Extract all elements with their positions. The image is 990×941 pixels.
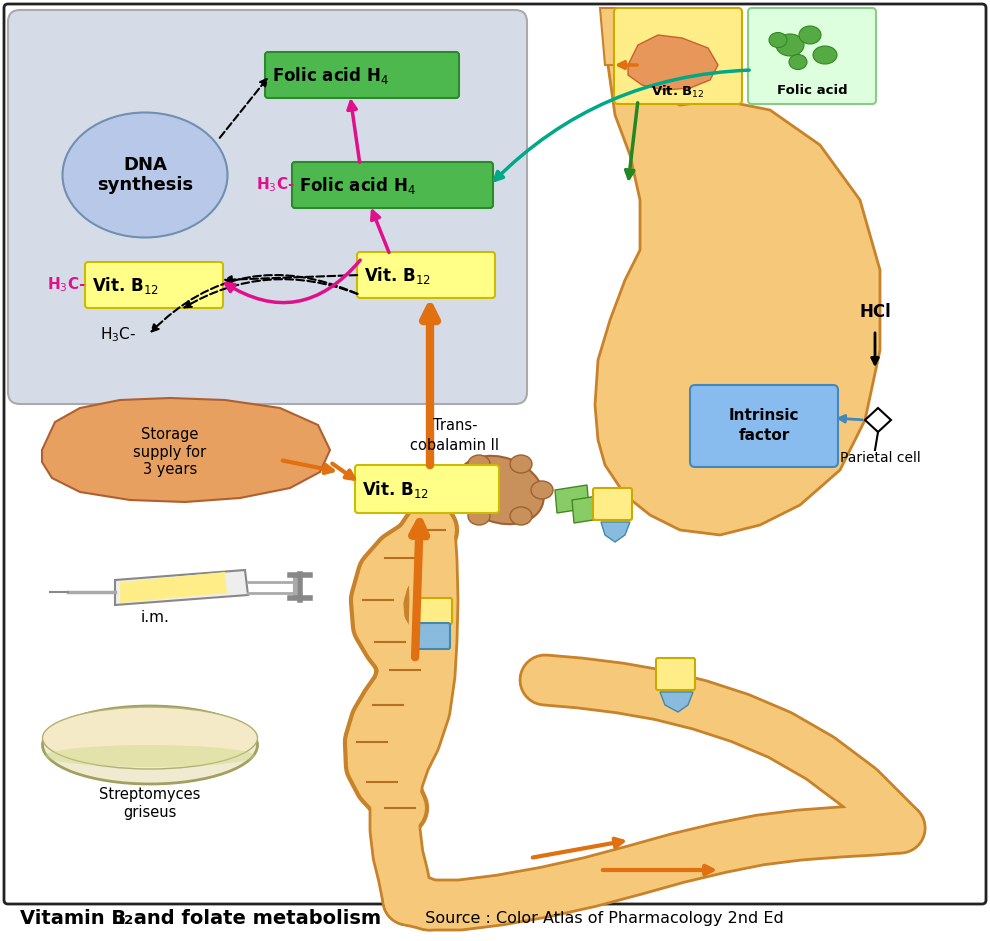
FancyBboxPatch shape <box>416 623 450 649</box>
Text: synthesis: synthesis <box>97 176 193 194</box>
FancyBboxPatch shape <box>355 465 499 513</box>
Polygon shape <box>555 485 589 513</box>
FancyBboxPatch shape <box>357 252 495 298</box>
FancyBboxPatch shape <box>292 162 493 208</box>
Ellipse shape <box>43 707 257 769</box>
Polygon shape <box>595 32 880 535</box>
FancyBboxPatch shape <box>593 488 632 520</box>
Text: DNA: DNA <box>123 156 167 174</box>
Text: Folic acid H$_4$: Folic acid H$_4$ <box>299 174 416 196</box>
Polygon shape <box>42 398 330 502</box>
Text: cobalamin II: cobalamin II <box>411 438 500 453</box>
FancyBboxPatch shape <box>748 8 876 104</box>
Ellipse shape <box>510 507 532 525</box>
Ellipse shape <box>45 745 255 767</box>
FancyBboxPatch shape <box>85 262 223 308</box>
Polygon shape <box>660 692 693 712</box>
Text: Parietal cell: Parietal cell <box>840 451 921 465</box>
Polygon shape <box>628 35 718 90</box>
Text: Intrinsic: Intrinsic <box>729 407 799 423</box>
FancyBboxPatch shape <box>690 385 838 467</box>
Polygon shape <box>572 495 606 523</box>
Text: Vit. B$_{12}$: Vit. B$_{12}$ <box>651 84 705 100</box>
FancyBboxPatch shape <box>418 598 452 624</box>
Ellipse shape <box>799 26 821 44</box>
Polygon shape <box>600 8 625 65</box>
Text: Vit. B$_{12}$: Vit. B$_{12}$ <box>92 275 159 295</box>
Text: Source : Color Atlas of Pharmacology 2nd Ed: Source : Color Atlas of Pharmacology 2nd… <box>415 911 784 926</box>
FancyBboxPatch shape <box>614 8 742 104</box>
Ellipse shape <box>447 481 469 499</box>
FancyBboxPatch shape <box>4 4 986 904</box>
Ellipse shape <box>531 481 553 499</box>
Text: Streptomyces: Streptomyces <box>99 788 201 803</box>
Ellipse shape <box>789 55 807 70</box>
Text: H$_3$C-: H$_3$C- <box>256 176 295 195</box>
Polygon shape <box>865 408 891 432</box>
Text: HCl: HCl <box>859 303 891 321</box>
Ellipse shape <box>62 113 228 237</box>
Ellipse shape <box>43 706 257 784</box>
Text: H$_3$C-: H$_3$C- <box>47 276 86 295</box>
FancyBboxPatch shape <box>265 52 459 98</box>
Text: Folic acid H$_4$: Folic acid H$_4$ <box>272 65 389 86</box>
Text: factor: factor <box>739 427 790 442</box>
Ellipse shape <box>813 46 837 64</box>
Text: Vit. B$_{12}$: Vit. B$_{12}$ <box>362 479 429 500</box>
Ellipse shape <box>468 507 490 525</box>
Polygon shape <box>601 522 630 542</box>
Text: griseus: griseus <box>124 805 176 821</box>
Ellipse shape <box>468 455 490 473</box>
Text: Storage
supply for
3 years: Storage supply for 3 years <box>134 427 207 477</box>
Text: H$_3$C-: H$_3$C- <box>100 326 137 344</box>
Text: Folic acid: Folic acid <box>777 84 847 97</box>
Polygon shape <box>120 572 227 603</box>
FancyBboxPatch shape <box>656 658 695 690</box>
FancyBboxPatch shape <box>8 10 527 404</box>
Ellipse shape <box>510 455 532 473</box>
Text: Trans-: Trans- <box>433 418 477 433</box>
Text: i.m.: i.m. <box>141 611 169 626</box>
Text: 12: 12 <box>116 915 135 928</box>
Ellipse shape <box>776 34 804 56</box>
Text: Vitamin B: Vitamin B <box>20 908 126 928</box>
Polygon shape <box>115 570 248 605</box>
Ellipse shape <box>769 33 787 47</box>
Ellipse shape <box>456 455 544 524</box>
Text: Vit. B$_{12}$: Vit. B$_{12}$ <box>364 264 431 285</box>
Text: and folate metabolism: and folate metabolism <box>127 908 381 928</box>
